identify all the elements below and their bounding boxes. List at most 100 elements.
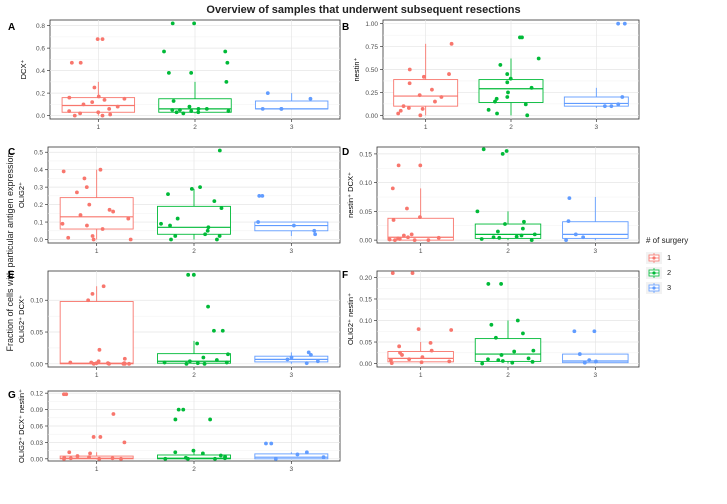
- data-point: [110, 456, 115, 461]
- data-point: [412, 238, 417, 243]
- data-point: [90, 291, 95, 296]
- data-point: [115, 104, 120, 109]
- y-tick-label: 0.5: [34, 150, 43, 157]
- y-tick-label: 0.00: [30, 361, 43, 368]
- data-point: [208, 417, 213, 422]
- data-point: [170, 108, 175, 112]
- data-point: [173, 417, 178, 422]
- data-point: [91, 361, 96, 366]
- y-axis-label: nestin⁺: [352, 57, 361, 81]
- data-point: [479, 237, 484, 241]
- box-3: [562, 221, 629, 239]
- data-point: [481, 147, 486, 152]
- data-point: [72, 113, 77, 118]
- y-tick-label: 0.0: [36, 113, 45, 120]
- data-point: [512, 349, 517, 354]
- data-point: [439, 95, 444, 99]
- data-point: [525, 113, 530, 118]
- data-point: [447, 72, 451, 76]
- data-point: [526, 356, 531, 361]
- y-tick-label: 0.15: [359, 296, 372, 303]
- panel-f: 0.00 0.05 0.10 0.15 0.20 1 2 3 F OLIG2⁺ nestin⁺: [342, 270, 640, 379]
- box-2: [474, 338, 542, 362]
- data-point: [418, 215, 422, 220]
- data-point: [510, 360, 515, 365]
- y-axis-label: nestin⁺ DCX⁺: [346, 172, 355, 218]
- data-point: [505, 95, 510, 99]
- box-3: [254, 221, 329, 232]
- panel-letter: F: [342, 270, 348, 281]
- data-point: [410, 271, 415, 276]
- data-point: [498, 63, 503, 67]
- data-point: [101, 284, 106, 289]
- box-1: [59, 197, 134, 230]
- data-point: [212, 199, 217, 204]
- panel-letter: A: [8, 22, 15, 33]
- data-point: [189, 109, 194, 114]
- legend-item-1: 1: [646, 251, 688, 264]
- data-point: [91, 435, 96, 439]
- legend-label-1: 1: [667, 253, 672, 262]
- y-tick-label: 0.10: [359, 318, 372, 325]
- data-point: [506, 90, 510, 95]
- data-point: [567, 196, 572, 201]
- data-point: [304, 361, 309, 366]
- y-tick-label: 0.05: [30, 330, 43, 337]
- legend-label-2: 2: [667, 268, 672, 277]
- x-tick-label: 2: [192, 466, 196, 473]
- data-point: [186, 272, 191, 277]
- data-point: [396, 163, 401, 168]
- data-point: [111, 209, 116, 214]
- panel-c: 0.0 0.1 0.2 0.3 0.4 0.5 1 2 3 C OLIG2⁺: [8, 146, 341, 255]
- data-point: [195, 361, 200, 366]
- data-point: [189, 186, 194, 191]
- box-3: [563, 96, 629, 107]
- data-point: [189, 70, 194, 75]
- y-tick-label: 1.00: [365, 21, 378, 28]
- figure-title: Overview of samples that underwent subse…: [206, 4, 521, 16]
- data-point: [420, 107, 425, 111]
- data-point: [292, 223, 296, 228]
- data-point: [204, 106, 209, 111]
- data-point: [387, 237, 392, 242]
- data-point: [100, 227, 105, 231]
- data-point: [256, 220, 261, 224]
- data-point: [616, 102, 621, 107]
- data-point: [191, 272, 196, 277]
- data-point: [97, 456, 102, 461]
- data-point: [616, 21, 621, 26]
- data-point: [225, 60, 230, 65]
- data-point: [518, 35, 522, 40]
- data-point: [405, 206, 409, 211]
- data-point: [121, 361, 126, 366]
- x-tick-label: 3: [290, 248, 294, 255]
- data-point: [313, 232, 318, 237]
- data-point: [196, 106, 201, 111]
- data-point: [195, 341, 200, 346]
- data-point: [264, 441, 268, 446]
- x-tick-label: 2: [506, 372, 510, 379]
- data-point: [573, 232, 578, 237]
- box-3: [254, 100, 329, 110]
- data-point: [107, 106, 112, 111]
- data-point: [223, 456, 227, 461]
- data-point: [174, 110, 179, 115]
- data-point: [224, 360, 229, 365]
- x-tick-label: 1: [95, 248, 99, 255]
- data-point: [91, 237, 96, 242]
- data-point: [67, 95, 72, 100]
- data-point: [582, 360, 587, 365]
- data-point: [168, 223, 172, 228]
- data-point: [187, 104, 192, 109]
- panel-e: 0.00 0.05 0.10 1 2 3 E OLIG2⁺ DCX⁺: [8, 270, 341, 379]
- x-tick-label: 1: [424, 124, 428, 131]
- data-point: [417, 93, 422, 98]
- y-axis-label: DCX⁺: [19, 60, 28, 80]
- x-tick-label: 3: [290, 124, 294, 131]
- data-point: [85, 223, 89, 228]
- data-point: [572, 329, 577, 334]
- data-point: [126, 216, 131, 221]
- data-point: [497, 235, 502, 240]
